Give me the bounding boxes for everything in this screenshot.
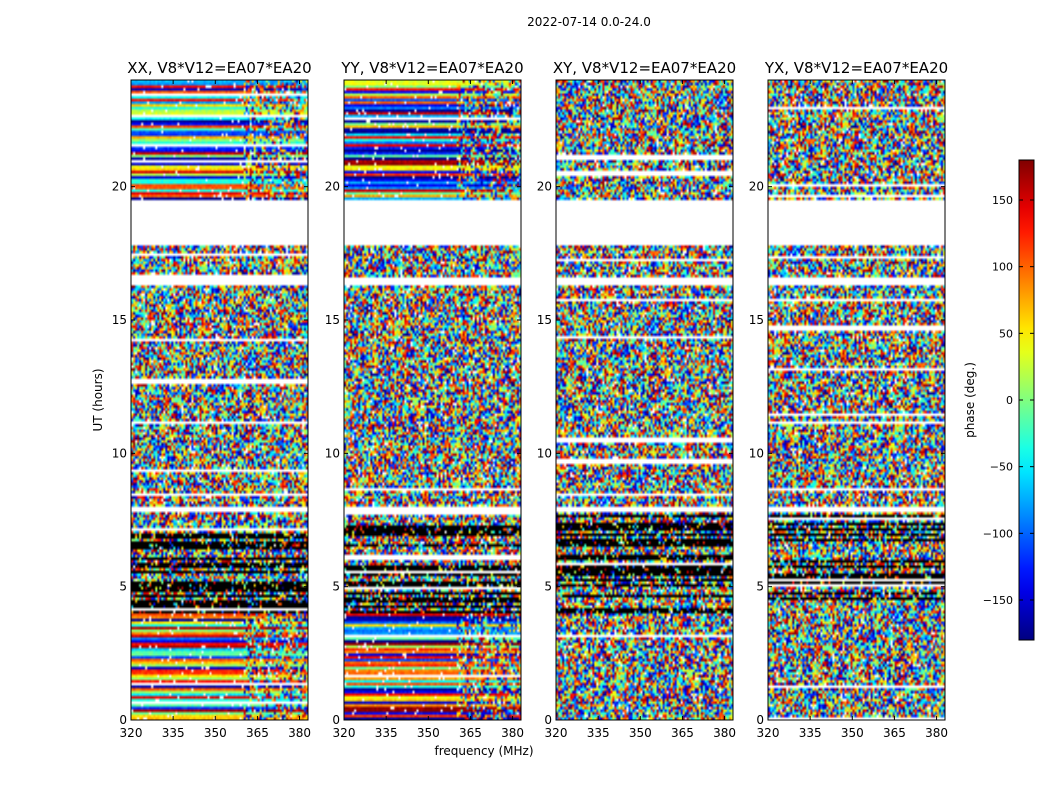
y-tick-label: 10 xyxy=(112,446,127,460)
x-tick-label: 335 xyxy=(587,726,610,740)
y-tick-label: 0 xyxy=(119,713,127,727)
x-tick-label: 335 xyxy=(162,726,185,740)
y-tick-label: 20 xyxy=(749,180,764,194)
y-tick-label: 0 xyxy=(544,713,552,727)
suptitle: 2022-07-14 0.0-24.0 xyxy=(527,15,651,29)
colorbar-tick-label: −150 xyxy=(983,594,1013,607)
y-tick-label: 5 xyxy=(756,580,764,594)
colorbar-tick-label: −50 xyxy=(990,461,1013,474)
colorbar-tick-label: 150 xyxy=(992,194,1013,207)
panel-frame xyxy=(343,79,522,721)
colorbar-tick-label: −100 xyxy=(983,527,1013,540)
x-tick-label: 350 xyxy=(841,726,864,740)
x-tick-label: 350 xyxy=(204,726,227,740)
panel-frame xyxy=(555,79,734,721)
y-tick-label: 0 xyxy=(756,713,764,727)
panel-2: XY, V8*V12=EA07*EA20 320 335 350 365 380 0 5 10 1… xyxy=(537,59,736,740)
panel-frame xyxy=(130,79,309,721)
x-tick-label: 380 xyxy=(501,726,524,740)
y-tick-label: 0 xyxy=(332,713,340,727)
x-tick-label: 335 xyxy=(799,726,822,740)
panel-title: YY, V8*V12=EA07*EA20 xyxy=(340,59,523,77)
y-tick-label: 20 xyxy=(537,180,552,194)
x-tick-label: 320 xyxy=(757,726,780,740)
heatmap-image-3 xyxy=(768,80,945,720)
panel-frame xyxy=(767,79,946,721)
x-tick-label: 365 xyxy=(671,726,694,740)
x-tick-label: 380 xyxy=(925,726,948,740)
y-tick-label: 15 xyxy=(112,313,127,327)
x-tick-label: 365 xyxy=(883,726,906,740)
panel-3: YX, V8*V12=EA07*EA20 320 335 350 365 380 0 5 10 1… xyxy=(749,59,948,740)
colorbar-label: phase (deg.) xyxy=(963,362,977,438)
panels-group: XX, V8*V12=EA07*EA20 320 335 350 365 380 0 5 10 1… xyxy=(112,59,948,740)
colorbar-tick-label: 100 xyxy=(992,261,1013,274)
y-tick-label: 15 xyxy=(749,313,764,327)
y-tick-label: 10 xyxy=(749,446,764,460)
x-tick-label: 320 xyxy=(333,726,356,740)
y-tick-label: 20 xyxy=(325,180,340,194)
heatmap-image-0 xyxy=(131,80,308,720)
heatmap-image-1 xyxy=(344,80,521,720)
x-tick-label: 320 xyxy=(545,726,568,740)
panel-title: XY, V8*V12=EA07*EA20 xyxy=(553,59,736,77)
x-tick-label: 365 xyxy=(246,726,269,740)
heatmap-image-2 xyxy=(556,80,733,720)
x-tick-label: 365 xyxy=(459,726,482,740)
colorbar: 150 100 50 0 −50 −100 −150 xyxy=(983,159,1035,641)
panel-0: XX, V8*V12=EA07*EA20 320 335 350 365 380 0 5 10 1… xyxy=(112,59,312,740)
x-tick-label: 380 xyxy=(288,726,311,740)
panel-title: YX, V8*V12=EA07*EA20 xyxy=(764,59,948,77)
y-tick-label: 5 xyxy=(119,580,127,594)
colorbar-tick-label: 0 xyxy=(1006,394,1013,407)
y-tick-label: 5 xyxy=(544,580,552,594)
y-tick-label: 15 xyxy=(325,313,340,327)
y-tick-label: 10 xyxy=(537,446,552,460)
y-axis-label: UT (hours) xyxy=(91,368,105,431)
panel-1: YY, V8*V12=EA07*EA20 320 335 350 365 380 0 5 10 1… xyxy=(325,59,524,740)
y-tick-label: 20 xyxy=(112,180,127,194)
x-tick-label: 335 xyxy=(375,726,398,740)
y-tick-label: 10 xyxy=(325,446,340,460)
x-tick-label: 320 xyxy=(120,726,143,740)
y-tick-label: 15 xyxy=(537,313,552,327)
x-tick-label: 350 xyxy=(629,726,652,740)
x-axis-label: frequency (MHz) xyxy=(434,744,533,758)
panel-title: XX, V8*V12=EA07*EA20 xyxy=(127,59,311,77)
x-tick-label: 350 xyxy=(417,726,440,740)
colorbar-tick-label: 50 xyxy=(999,327,1013,340)
x-tick-label: 380 xyxy=(713,726,736,740)
y-tick-label: 5 xyxy=(332,580,340,594)
